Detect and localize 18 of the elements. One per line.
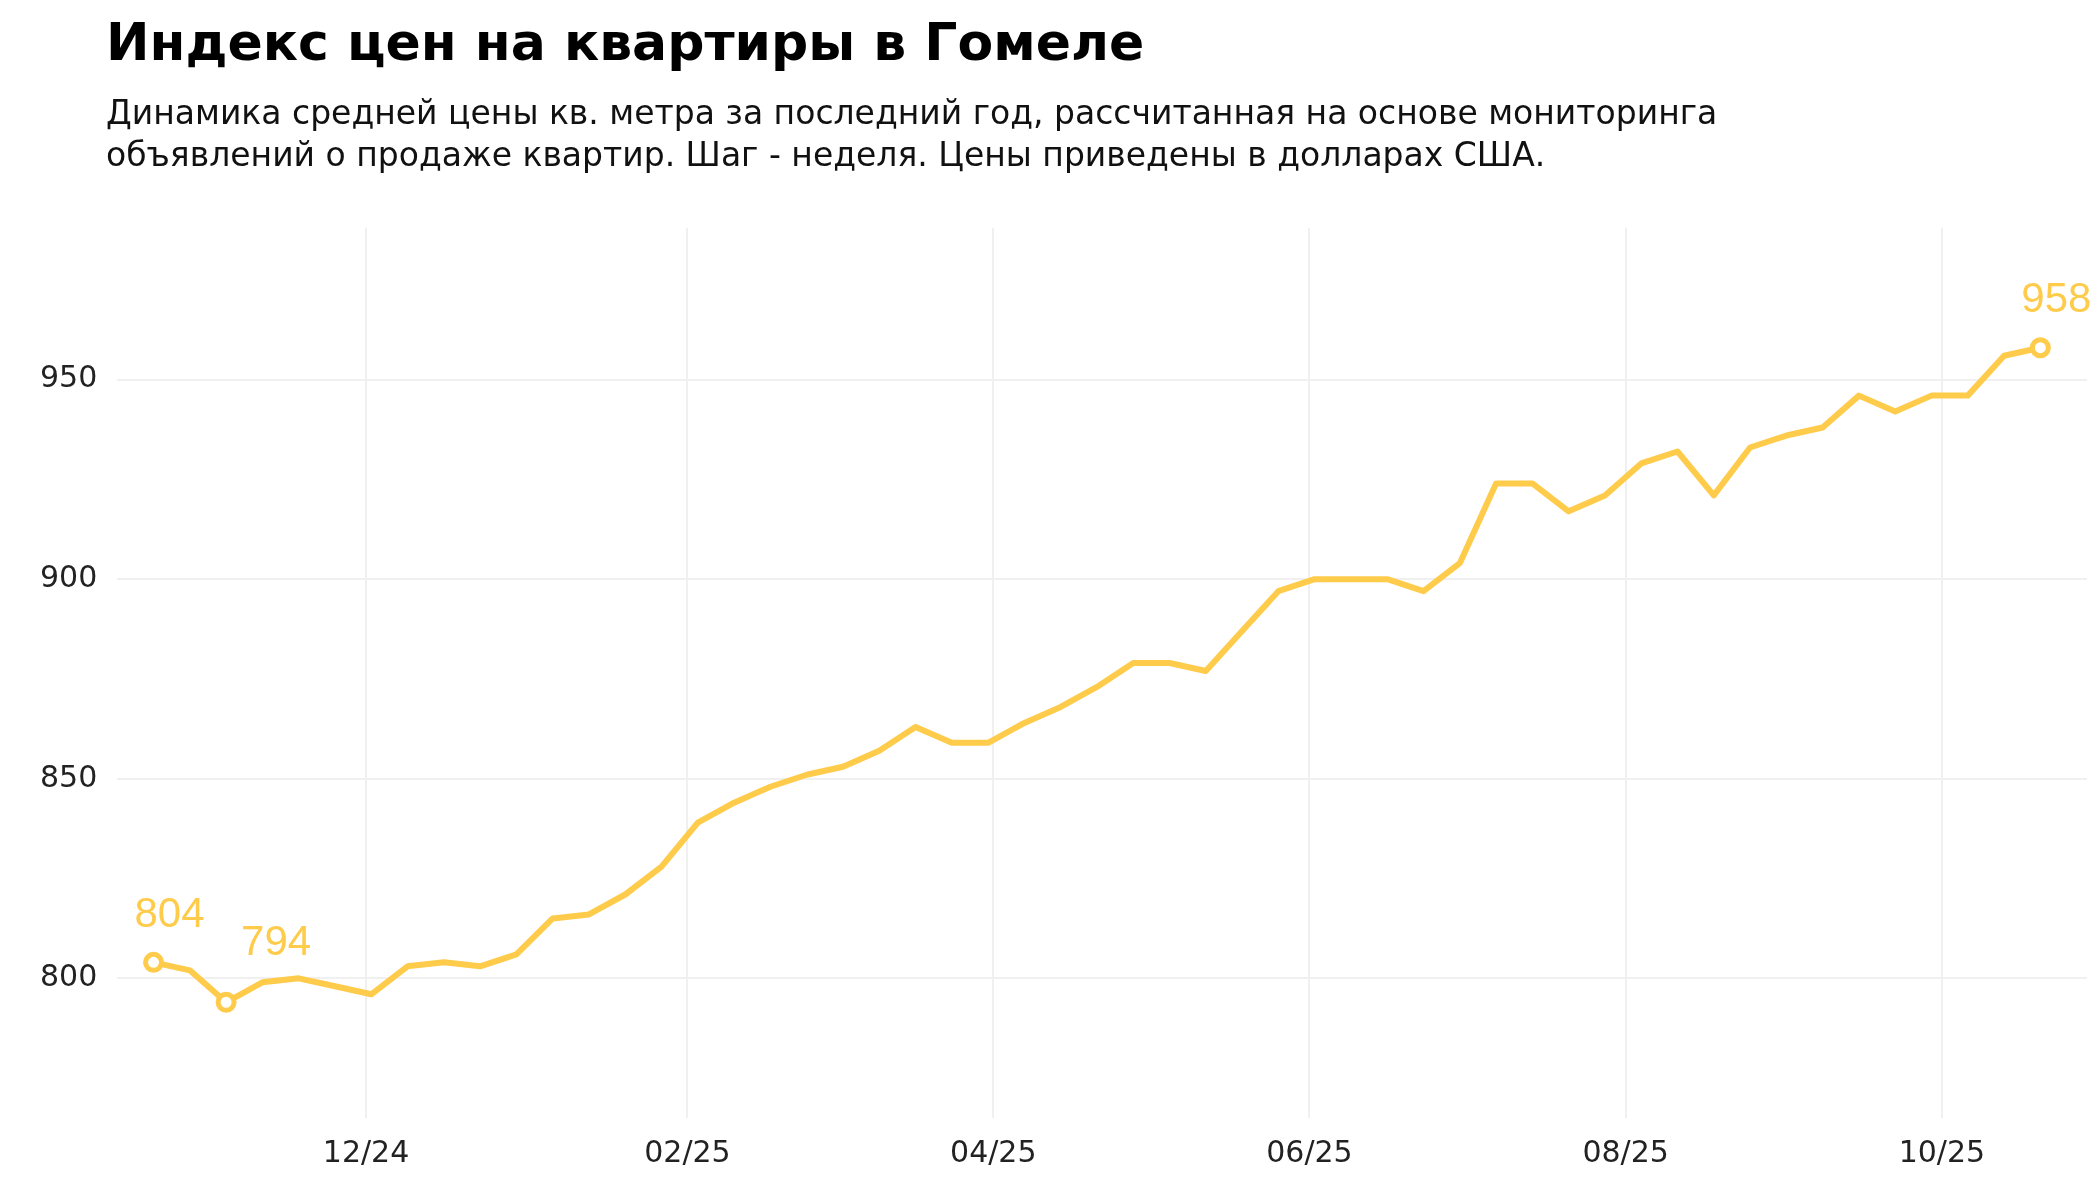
data-label: 958 — [2021, 274, 2092, 322]
y-tick-label: 800 — [40, 958, 98, 994]
chart-subtitle: Динамика средней цены кв. метра за последний год, рассчитанная на основе мониторинга объявлений о продаже квартир. Шаг - неделя. Цены приведены в долларах США. — [106, 92, 1719, 176]
point — [143, 951, 165, 973]
x-tick-label: 06/25 — [1266, 1133, 1353, 1169]
x-tick-label: 02/25 — [644, 1133, 731, 1169]
x-tick-label: 12/24 — [322, 1133, 410, 1169]
point — [2029, 337, 2051, 359]
y-tick-label: 900 — [40, 559, 98, 595]
point — [215, 991, 237, 1013]
data-label: 794 — [241, 916, 312, 964]
y-tick-label: 850 — [40, 758, 98, 794]
chart-title: Индекс цен на квартиры в Гомеле — [106, 12, 1145, 72]
x-tick-label: 10/25 — [1898, 1133, 1986, 1169]
y-tick-label: 950 — [40, 359, 98, 395]
x-tick-label: 08/25 — [1582, 1133, 1669, 1169]
x-tick-label: 04/25 — [950, 1133, 1037, 1169]
data-label: 804 — [134, 888, 205, 936]
